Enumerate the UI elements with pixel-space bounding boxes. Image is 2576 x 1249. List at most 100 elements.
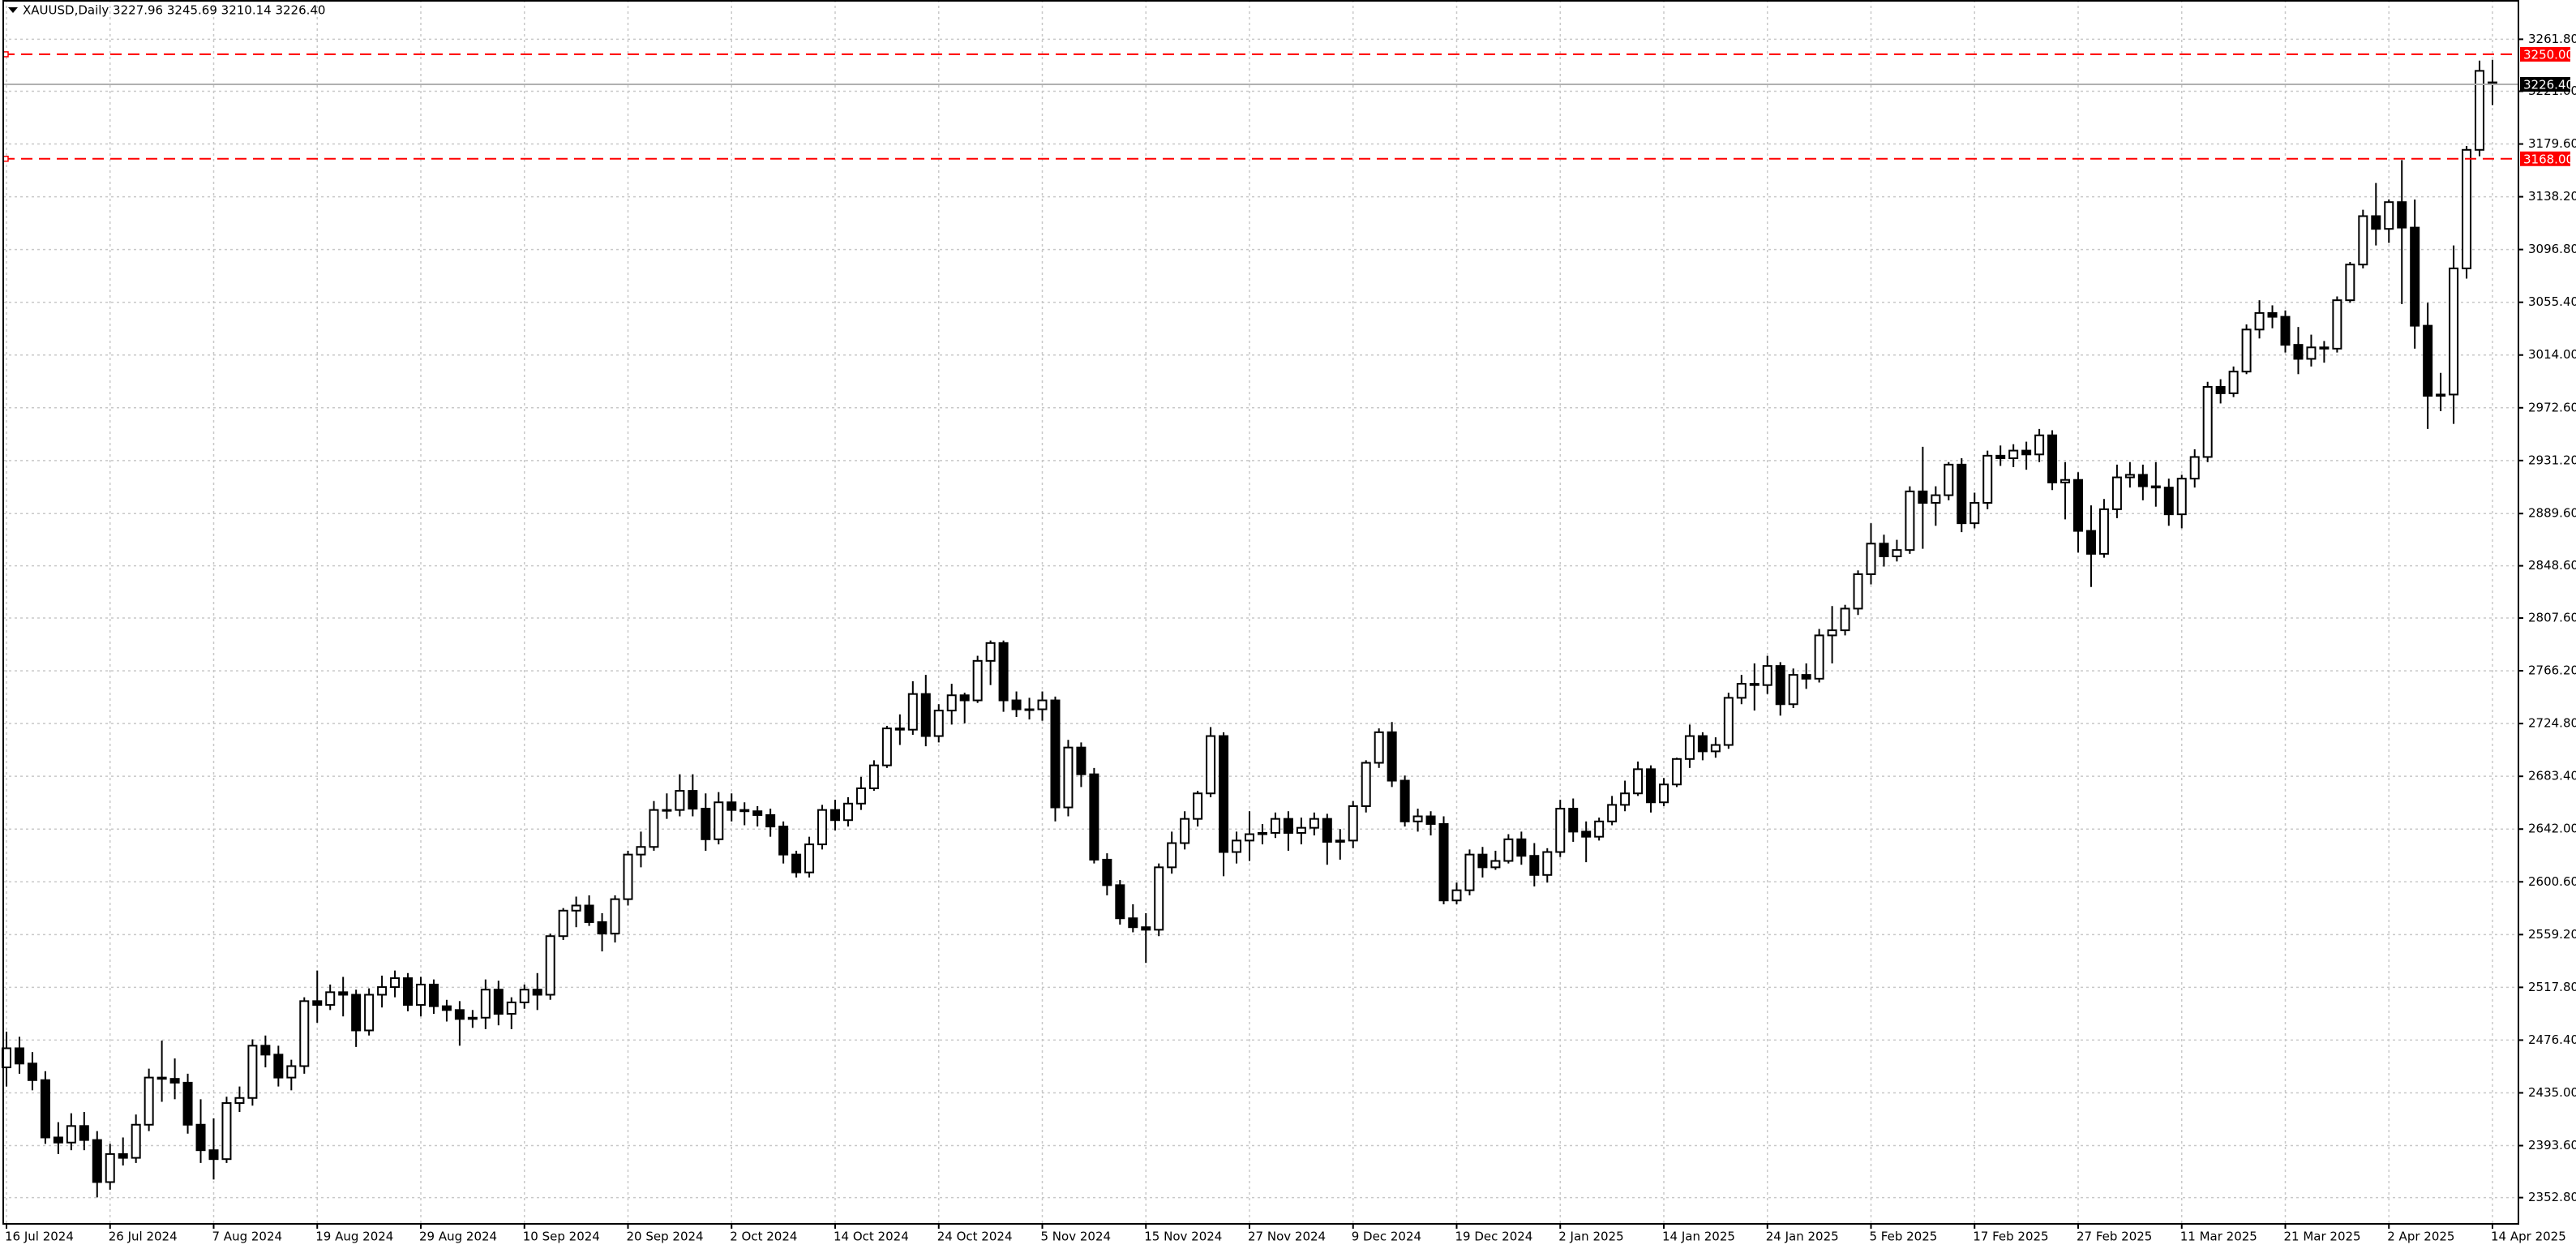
x-tick-label: 2 Jan 2025	[1558, 1230, 1623, 1244]
candle-body	[532, 989, 542, 996]
price-tag-label: 3168.00	[2523, 152, 2574, 166]
candle-body	[286, 1065, 297, 1079]
candle-body	[1219, 735, 1229, 853]
candle-body	[1193, 792, 1203, 820]
y-tick-label: 2600.60	[2528, 874, 2576, 889]
candle-body	[2436, 393, 2446, 397]
candle-body	[2189, 456, 2200, 480]
candle-body	[1853, 573, 1863, 610]
candle-body	[1361, 762, 1371, 807]
candle-body	[1037, 699, 1048, 710]
candle-body	[1399, 779, 1410, 822]
candle-body	[2267, 311, 2278, 318]
candle-body	[27, 1062, 37, 1081]
candle-body	[1892, 549, 1902, 557]
candle-body	[1995, 454, 2006, 460]
candle-body	[299, 1000, 310, 1067]
candle-body	[2332, 299, 2342, 350]
candle-body	[1659, 783, 1669, 804]
menu-arrow	[8, 7, 18, 13]
x-tick-label: 14 Jan 2025	[1662, 1230, 1735, 1244]
candle-body	[765, 813, 776, 828]
candle-body	[2345, 264, 2355, 302]
x-tick-label: 15 Nov 2024	[1144, 1230, 1222, 1244]
y-tick-label: 2517.80	[2528, 980, 2576, 994]
y-tick-label: 2972.60	[2528, 400, 2576, 414]
candle-body	[1736, 683, 1747, 699]
candle-body	[933, 710, 944, 737]
candle-body	[1516, 838, 1527, 857]
candle-body	[2293, 344, 2304, 360]
candle-body	[1438, 822, 1449, 902]
candle-body	[701, 808, 711, 840]
x-tick-label: 2 Apr 2025	[2387, 1230, 2454, 1244]
candle-body	[1594, 820, 1605, 838]
candle-body	[1464, 853, 1475, 891]
candle-body	[545, 935, 555, 996]
candle-body	[778, 826, 789, 856]
candle-body	[390, 977, 401, 989]
candle-body	[1568, 808, 1579, 833]
candle-body	[234, 1097, 245, 1105]
x-tick-label: 26 Jul 2024	[109, 1230, 178, 1244]
candle-body	[2111, 476, 2122, 510]
candle-body	[2358, 215, 2368, 266]
y-tick-label: 2352.80	[2528, 1190, 2576, 1204]
candle-body	[1970, 502, 1980, 525]
candle-body	[519, 989, 529, 1003]
candle-body	[2241, 328, 2252, 373]
candle-body	[1425, 815, 1436, 825]
candle-body	[79, 1125, 89, 1141]
candle-body	[1879, 543, 1889, 557]
x-tick-label: 20 Sep 2024	[627, 1230, 704, 1244]
candle-body	[182, 1081, 193, 1126]
candle-body	[1322, 818, 1332, 843]
candles	[2, 59, 2497, 1198]
candle-body	[441, 1005, 452, 1011]
candle-body	[688, 790, 698, 810]
candle-body	[1542, 851, 1553, 876]
candle-body	[2073, 479, 2083, 532]
candle-body	[1167, 842, 1177, 869]
candle-body	[403, 977, 414, 1006]
candle-body	[998, 642, 1009, 702]
candle-body	[1620, 792, 1631, 806]
candle-body	[791, 853, 802, 873]
candle-body	[2319, 346, 2330, 350]
candle-body	[959, 694, 970, 702]
y-tick-label: 2724.80	[2528, 716, 2576, 731]
candle-body	[2085, 530, 2096, 555]
x-tick-label: 19 Dec 2024	[1455, 1230, 1533, 1244]
y-tick-label: 2476.40	[2528, 1032, 2576, 1047]
price-tag	[2520, 151, 2570, 166]
candle-body	[1206, 735, 1216, 795]
candle-body	[2384, 201, 2394, 230]
candle-body	[273, 1054, 284, 1079]
candle-body	[584, 904, 594, 923]
candle-body	[325, 991, 336, 1006]
candle-body	[208, 1149, 219, 1161]
candle-body	[649, 809, 659, 848]
candle-body	[571, 904, 581, 912]
candle-body	[636, 846, 646, 856]
candle-body	[1076, 746, 1087, 775]
candle-body	[842, 802, 853, 822]
x-tick-label: 19 Aug 2024	[315, 1230, 393, 1244]
candle-body	[1529, 855, 1540, 876]
candle-body	[247, 1045, 258, 1099]
chart-title: XAUUSD,Daily 3227.96 3245.69 3210.14 322…	[23, 3, 325, 18]
candle-body	[506, 1001, 516, 1015]
y-tick-label: 3138.20	[2528, 189, 2576, 204]
candle-body	[351, 994, 362, 1032]
candle-body	[1788, 674, 1798, 706]
candle-body	[454, 1009, 465, 1020]
candle-body	[1412, 815, 1423, 822]
candle-body	[675, 790, 685, 811]
y-tick-label: 2559.20	[2528, 927, 2576, 942]
candle-body	[377, 986, 388, 996]
candle-body	[1490, 860, 1501, 869]
candle-body	[416, 983, 426, 1006]
candle-body	[2150, 485, 2161, 489]
candle-body	[972, 659, 983, 702]
